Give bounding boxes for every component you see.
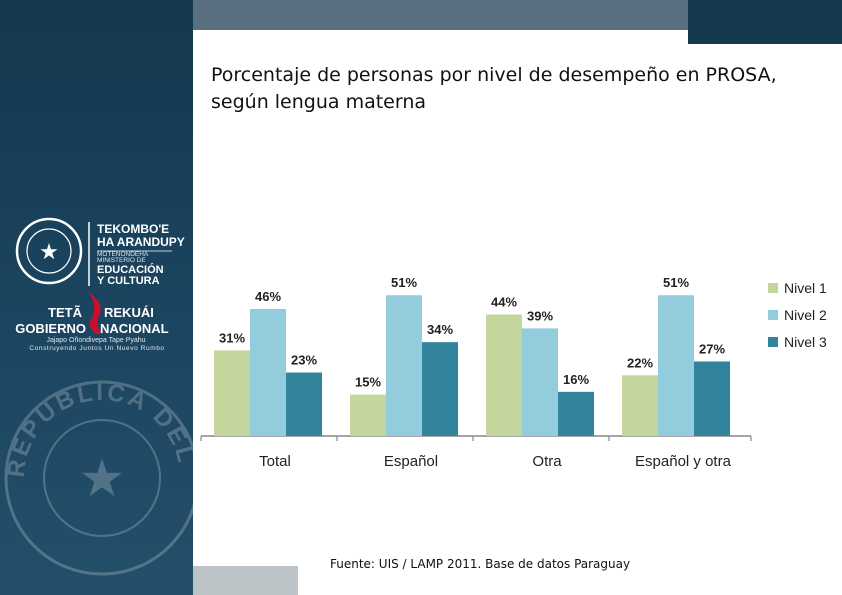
gov-line4: Construyendo Juntos Un Nuevo Rumbo	[29, 345, 164, 352]
data-label: 34%	[427, 322, 453, 337]
legend-swatch	[768, 310, 778, 320]
bar-nivel1-3	[622, 375, 658, 436]
gov-line2a: GOBIERNO	[15, 321, 86, 336]
bar-nivel3-3	[694, 361, 730, 436]
bar-nivel1-2	[486, 314, 522, 436]
flag-ribbon-icon	[88, 292, 102, 334]
ministry-line3: MOTENONDEHA	[97, 251, 149, 258]
ministry-seal-icon: ★	[15, 217, 83, 285]
data-label: 15%	[355, 375, 381, 390]
category-label: Otra	[532, 453, 562, 470]
bar-nivel2-0	[250, 309, 286, 436]
data-label: 23%	[291, 353, 317, 368]
legend-swatch	[768, 283, 778, 293]
header-bar	[193, 0, 688, 30]
chart-title: Porcentaje de personas por nivel de dese…	[211, 62, 811, 116]
bar-nivel1-1	[350, 394, 386, 436]
category-label: Español	[384, 453, 438, 470]
data-label: 51%	[663, 275, 689, 290]
chart-title-line1: Porcentaje de personas por nivel de dese…	[211, 64, 777, 86]
data-label: 39%	[527, 308, 553, 323]
gov-line2b: NACIONAL	[100, 321, 169, 336]
bar-nivel2-1	[386, 295, 422, 436]
bar-nivel3-1	[422, 342, 458, 436]
bar-chart: 31% 46% 23% Total 15% 51% 34% Español 44% 39% 16% O…	[200, 275, 827, 470]
bar-nivel3-0	[286, 372, 322, 436]
gov-line1a: TETÃ	[48, 305, 83, 320]
category-label: Español y otra	[635, 453, 732, 470]
ministry-line6: Y CULTURA	[97, 275, 160, 287]
legend-label: Nivel 3	[784, 334, 827, 350]
sidebar-branding: ★ TEKOMBO'E HA ARANDUPY MOTENONDEHA MINI…	[0, 0, 193, 595]
data-label: 31%	[219, 330, 245, 345]
bar-nivel3-2	[558, 391, 594, 436]
ministry-line1: TEKOMBO'E	[97, 222, 169, 236]
source-note: Fuente: UIS / LAMP 2011. Base de datos P…	[330, 557, 631, 571]
ministry-line5: EDUCACIÓN	[97, 263, 164, 276]
chart-title-line2: según lengua materna	[211, 91, 427, 113]
ministry-line2: HA ARANDUPY	[97, 235, 185, 249]
bar-nivel2-2	[522, 328, 558, 436]
data-label: 27%	[699, 341, 725, 356]
legend-swatch	[768, 337, 778, 347]
data-label: 16%	[563, 372, 589, 387]
ministry-line4: MINISTERIO DE	[97, 257, 146, 264]
bar-nivel1-0	[214, 350, 250, 436]
data-label: 46%	[255, 289, 281, 304]
svg-text:★: ★	[39, 240, 59, 265]
bar-nivel2-3	[658, 295, 694, 436]
data-label: 22%	[627, 355, 653, 370]
data-label: 44%	[491, 295, 517, 310]
svg-text:★: ★	[79, 449, 126, 509]
legend-label: Nivel 1	[784, 280, 827, 296]
category-label: Total	[259, 453, 291, 470]
legend-label: Nivel 2	[784, 307, 827, 323]
gov-line3: Jajapo Oñondivepa Tape Pyahu	[46, 337, 145, 344]
footer-bar	[193, 566, 298, 595]
header-block	[688, 0, 842, 44]
national-seal-watermark: REPUBLICA DEL PARAGUAY ★	[0, 0, 193, 576]
gov-line1b: REKUÁI	[104, 305, 154, 320]
data-label: 51%	[391, 275, 417, 290]
